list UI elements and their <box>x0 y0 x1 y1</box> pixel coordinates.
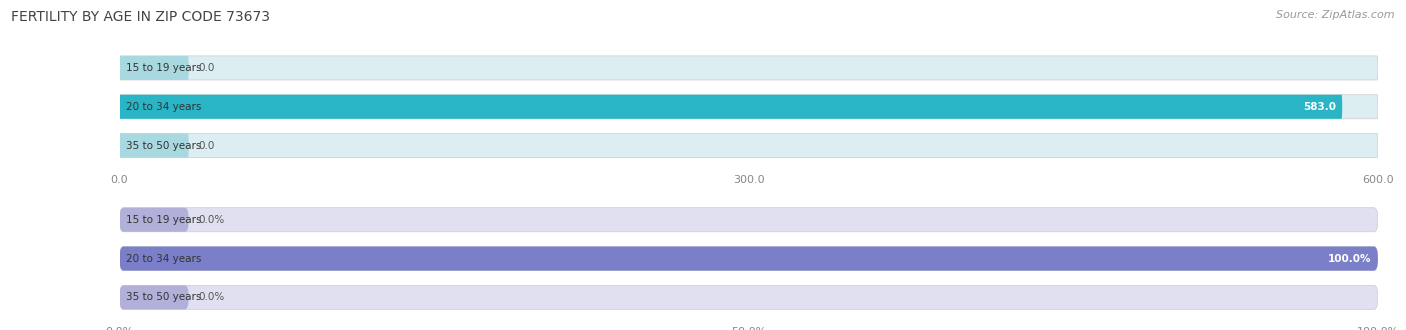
Text: 35 to 50 years: 35 to 50 years <box>125 292 201 302</box>
FancyBboxPatch shape <box>120 208 1378 232</box>
Text: FERTILITY BY AGE IN ZIP CODE 73673: FERTILITY BY AGE IN ZIP CODE 73673 <box>11 10 270 24</box>
FancyBboxPatch shape <box>120 247 1378 271</box>
Text: 20 to 34 years: 20 to 34 years <box>125 102 201 112</box>
FancyBboxPatch shape <box>120 285 1378 310</box>
FancyBboxPatch shape <box>120 56 1378 80</box>
Text: 35 to 50 years: 35 to 50 years <box>125 141 201 150</box>
Text: 0.0: 0.0 <box>198 63 215 73</box>
Text: 0.0%: 0.0% <box>198 292 225 302</box>
Text: 0.0%: 0.0% <box>198 215 225 225</box>
FancyBboxPatch shape <box>120 134 188 158</box>
Text: 583.0: 583.0 <box>1303 102 1336 112</box>
Text: 20 to 34 years: 20 to 34 years <box>125 253 201 264</box>
FancyBboxPatch shape <box>120 134 1378 158</box>
FancyBboxPatch shape <box>120 247 1378 271</box>
FancyBboxPatch shape <box>120 208 188 232</box>
FancyBboxPatch shape <box>120 95 1378 119</box>
FancyBboxPatch shape <box>120 285 188 310</box>
FancyBboxPatch shape <box>120 95 1343 119</box>
FancyBboxPatch shape <box>120 56 188 80</box>
Text: Source: ZipAtlas.com: Source: ZipAtlas.com <box>1277 10 1395 20</box>
Text: 100.0%: 100.0% <box>1329 253 1372 264</box>
Text: 15 to 19 years: 15 to 19 years <box>125 215 201 225</box>
Text: 0.0: 0.0 <box>198 141 215 150</box>
Text: 15 to 19 years: 15 to 19 years <box>125 63 201 73</box>
